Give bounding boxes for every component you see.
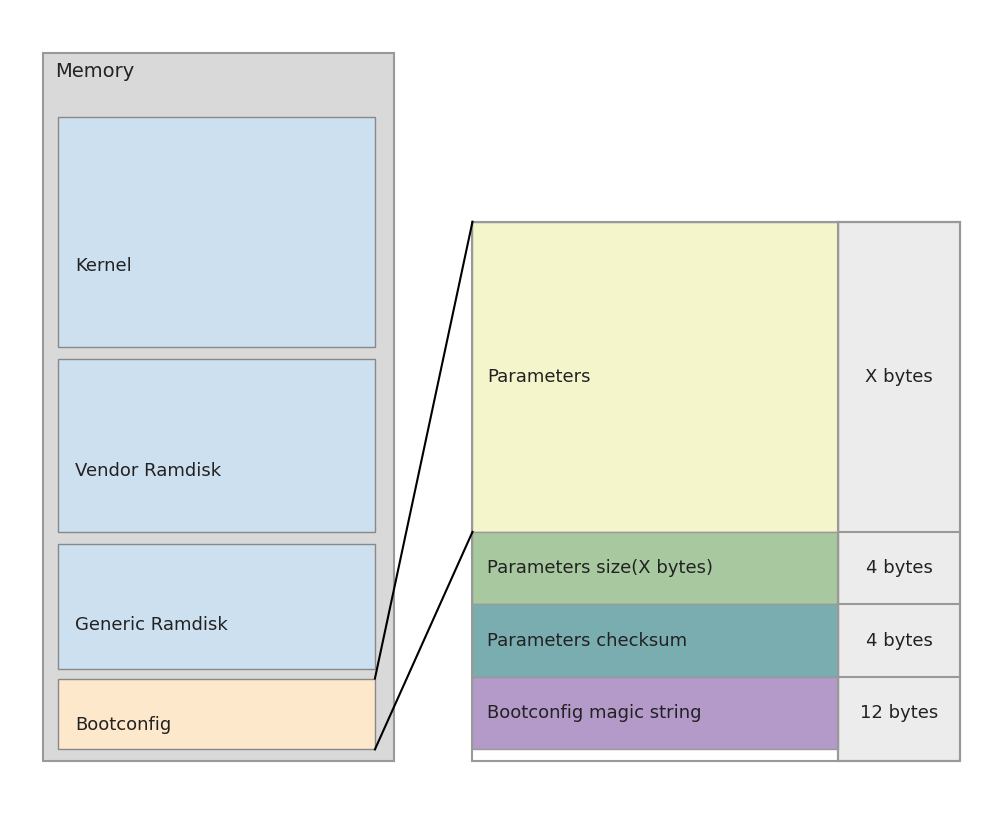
Text: Generic Ramdisk: Generic Ramdisk — [76, 616, 228, 634]
Text: Bootconfig magic string: Bootconfig magic string — [487, 704, 702, 722]
Text: Parameters checksum: Parameters checksum — [487, 632, 687, 650]
Bar — [43, 53, 395, 761]
Text: Parameters: Parameters — [487, 368, 590, 386]
Text: Kernel: Kernel — [76, 257, 132, 275]
Bar — [472, 604, 838, 677]
Text: 4 bytes: 4 bytes — [866, 559, 933, 577]
Text: X bytes: X bytes — [866, 368, 933, 386]
Bar — [58, 359, 375, 532]
Bar — [472, 677, 838, 750]
Text: Vendor Ramdisk: Vendor Ramdisk — [76, 462, 221, 480]
Text: Memory: Memory — [55, 62, 134, 81]
Text: Bootconfig: Bootconfig — [76, 716, 171, 733]
Text: 12 bytes: 12 bytes — [860, 704, 939, 722]
Bar — [58, 679, 375, 750]
Bar — [58, 117, 375, 347]
Text: 4 bytes: 4 bytes — [866, 632, 933, 650]
Bar — [838, 221, 960, 761]
Bar — [58, 544, 375, 669]
Text: Parameters size(X bytes): Parameters size(X bytes) — [487, 559, 713, 577]
Bar — [472, 532, 838, 604]
Bar — [472, 221, 960, 761]
Bar — [472, 221, 838, 532]
